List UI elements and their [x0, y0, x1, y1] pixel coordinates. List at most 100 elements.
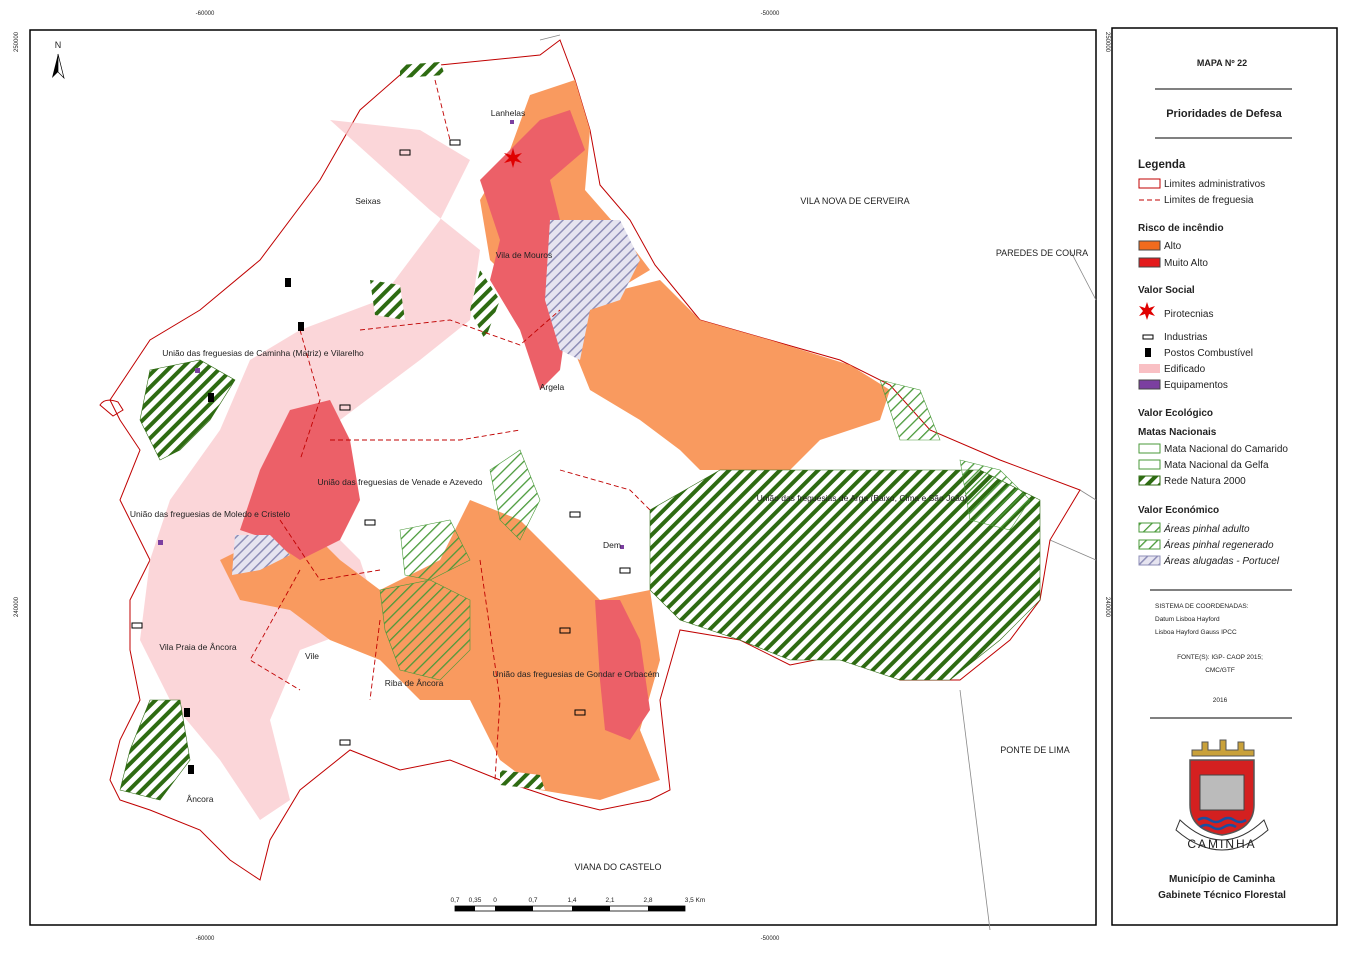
parish-boundary	[249, 79, 651, 781]
coordinates: -60000 -50000 -60000 -50000 250000 24000…	[14, 11, 1110, 942]
legend-section: Valor Social	[1138, 285, 1195, 296]
legend-panel: MAPA Nº 22 Prioridades de Defesa Legenda…	[1111, 27, 1338, 926]
scale-segments	[455, 906, 685, 911]
legend-item: Industrias	[1164, 332, 1207, 343]
swatch	[1139, 364, 1160, 373]
swatch	[1138, 240, 1161, 251]
crown	[1191, 739, 1255, 757]
source: FONTE(S): IGP- CAOP 2015;	[1177, 654, 1263, 661]
banner	[1175, 819, 1269, 851]
legend-item: Áreas alugadas - Portucel	[1163, 554, 1280, 567]
swatch	[1138, 539, 1161, 550]
legend-item: Mata Nacional do Camarido	[1164, 444, 1288, 455]
coord-label: 240000	[1104, 597, 1110, 618]
swatch	[1138, 459, 1161, 470]
municipality	[109, 39, 1081, 881]
map-body	[99, 34, 1097, 931]
legend-item: Mata Nacional da Gelfa	[1164, 460, 1269, 471]
scale-label: 2,1	[605, 897, 614, 904]
footer: Gabinete Técnico Florestal	[1158, 890, 1286, 901]
coord-label: -60000	[196, 11, 215, 17]
north-arrow: N	[52, 40, 65, 80]
place-label: União das freguesias de Venade e Azevedo	[318, 477, 483, 487]
legend-item: Áreas pinhal regenerado	[1163, 538, 1274, 551]
legend-item: Limites administrativos	[1164, 179, 1265, 190]
coord-label: -60000	[196, 936, 215, 942]
place-label: União das freguesias de Gondar e Orbacém	[493, 669, 660, 679]
scale-label: 0	[493, 897, 497, 904]
place-label: União das freguesias de Caminha (Matriz)…	[162, 348, 364, 358]
crest: CAMINHA	[1175, 739, 1269, 851]
place-label: União das freguesias de Moledo e Cristel…	[130, 509, 290, 519]
neighbour-border	[539, 34, 1097, 931]
place-label: Riba de Âncora	[385, 678, 444, 688]
place-label: Argela	[540, 382, 565, 392]
place-label: Vila Praia de Âncora	[159, 642, 237, 652]
swatch	[1138, 522, 1161, 533]
coord-label: -50000	[761, 936, 780, 942]
posto-combustivel	[184, 278, 304, 774]
coord-system: Datum Lisboa Hayford	[1155, 616, 1220, 623]
legend-item: Pirotecnias	[1164, 309, 1213, 320]
legend-section: Valor Económico	[1138, 505, 1219, 516]
scale-label: 1,4	[567, 897, 576, 904]
legend-section: Risco de incêndio	[1138, 223, 1224, 234]
map-number: MAPA Nº 22	[1197, 58, 1247, 68]
footer: Município de Caminha	[1169, 874, 1276, 885]
north-arrow-right	[57, 53, 65, 80]
legend-heading: Legenda	[1138, 159, 1186, 171]
legend-item: Rede Natura 2000	[1164, 476, 1246, 487]
map-subtitle: Prioridades de Defesa	[1166, 108, 1282, 120]
waves	[1197, 816, 1247, 831]
coord-label: 250000	[14, 31, 20, 52]
place-labels: Lanhelas Seixas Vila de Mouros VILA NOVA…	[130, 108, 1088, 872]
swatch	[1138, 379, 1161, 390]
scale-label: 2,8	[643, 897, 652, 904]
crest-text: CAMINHA	[1187, 837, 1256, 851]
place-label: Âncora	[187, 794, 214, 804]
scale-bar: 0,7 0,35 0 0,7 1,4 2,1 2,8 3,5 Km	[450, 897, 706, 912]
place-label: Vila de Mouros	[496, 250, 553, 260]
coord-label: 240000	[14, 596, 20, 617]
risk-muito-alto	[480, 110, 610, 390]
rede-natura	[649, 469, 1041, 681]
place-label: PONTE DE LIMA	[1000, 745, 1070, 755]
place-label: União das freguesias de Arga (Baixo, Cim…	[757, 493, 968, 503]
scale-label: 0,35	[469, 897, 482, 904]
north-arrow-left	[52, 54, 58, 78]
legend-item: Limites de freguesia	[1164, 195, 1254, 206]
place-label: VILA NOVA DE CERVEIRA	[800, 196, 909, 206]
legend-item: Alto	[1164, 241, 1182, 252]
place-label: Vile	[305, 651, 319, 661]
coord-system: SISTEMA DE COORDENADAS:	[1155, 603, 1249, 610]
swatch	[1142, 334, 1154, 340]
coord-label: -50000	[761, 11, 780, 17]
legend-item: Muito Alto	[1164, 258, 1208, 269]
swatch	[1138, 178, 1161, 189]
legend-subsection: Matas Nacionais	[1138, 427, 1217, 438]
scale-label: 0,7	[528, 897, 537, 904]
source: CMC/GTF	[1205, 667, 1235, 674]
pirotecnia	[504, 148, 522, 168]
year: 2016	[1213, 697, 1228, 704]
legend-item: Equipamentos	[1164, 380, 1228, 391]
place-label: VIANA DO CASTELO	[574, 862, 661, 872]
scale-label: 3,5 Km	[685, 897, 706, 904]
rede-natura	[119, 699, 191, 801]
place-label: PAREDES DE COURA	[996, 248, 1088, 258]
scale-label: 0,7	[450, 897, 459, 904]
place-label: Lanhelas	[491, 108, 526, 118]
legend-item: Áreas pinhal adulto	[1163, 522, 1250, 535]
risk-muito-alto	[595, 600, 650, 740]
swatch	[1138, 443, 1161, 454]
coord-label: 250000	[1104, 32, 1110, 53]
north-label: N	[55, 40, 62, 50]
swatch	[1138, 475, 1161, 486]
swatch	[1145, 348, 1151, 357]
legend-item: Edificado	[1164, 364, 1206, 375]
swatch	[1138, 257, 1161, 268]
pinhal	[379, 379, 1031, 681]
coord-system: Lisboa Hayford Gauss IPCC	[1155, 629, 1237, 636]
islet	[99, 399, 124, 417]
